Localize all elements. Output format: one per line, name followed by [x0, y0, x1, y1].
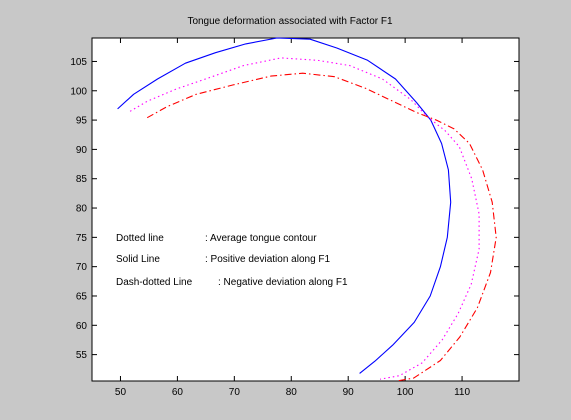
- legend-text-dotted: : Average tongue contour: [205, 233, 317, 244]
- series-layer: [117, 37, 497, 382]
- series-line-solid: [117, 37, 452, 374]
- x-tick-label: 100: [397, 387, 414, 398]
- y-tick-label: 85: [76, 174, 88, 185]
- y-tick-label: 90: [76, 145, 88, 156]
- plot-area: [91, 37, 520, 382]
- legend-label-solid: Solid Line: [116, 254, 160, 265]
- legend-notes: Dotted line : Average tongue contour Sol…: [116, 233, 348, 288]
- series-line-dashdot: [146, 72, 497, 382]
- x-tick-label: 80: [286, 387, 298, 398]
- y-tick-label: 75: [76, 233, 88, 244]
- y-tick-label: 95: [76, 116, 88, 127]
- chart-title: Tongue deformation associated with Facto…: [187, 16, 393, 27]
- x-tick-label: 50: [115, 387, 127, 398]
- x-tick-label: 60: [172, 387, 184, 398]
- y-tick-label: 65: [76, 291, 88, 302]
- x-tick-label: 90: [343, 387, 355, 398]
- legend-text-solid: : Positive deviation along F1: [205, 254, 331, 265]
- y-tick-label: 100: [70, 86, 87, 97]
- y-tick-label: 60: [76, 321, 88, 332]
- y-tick-label: 105: [70, 57, 87, 68]
- y-tick-label: 80: [76, 204, 88, 215]
- x-tick-label: 70: [229, 387, 241, 398]
- legend-label-dashdot: Dash-dotted Line: [116, 277, 193, 288]
- y-tick-label: 55: [76, 350, 88, 361]
- y-tick-label: 70: [76, 262, 88, 273]
- legend-text-dashdot: : Negative deviation along F1: [218, 277, 348, 288]
- x-tick-label: 110: [454, 387, 470, 398]
- legend-label-dotted: Dotted line: [116, 233, 164, 244]
- series-line-dotted: [129, 57, 480, 380]
- y-axis: 55 60 65 70 75 80 85 90 95 100 105: [70, 57, 519, 361]
